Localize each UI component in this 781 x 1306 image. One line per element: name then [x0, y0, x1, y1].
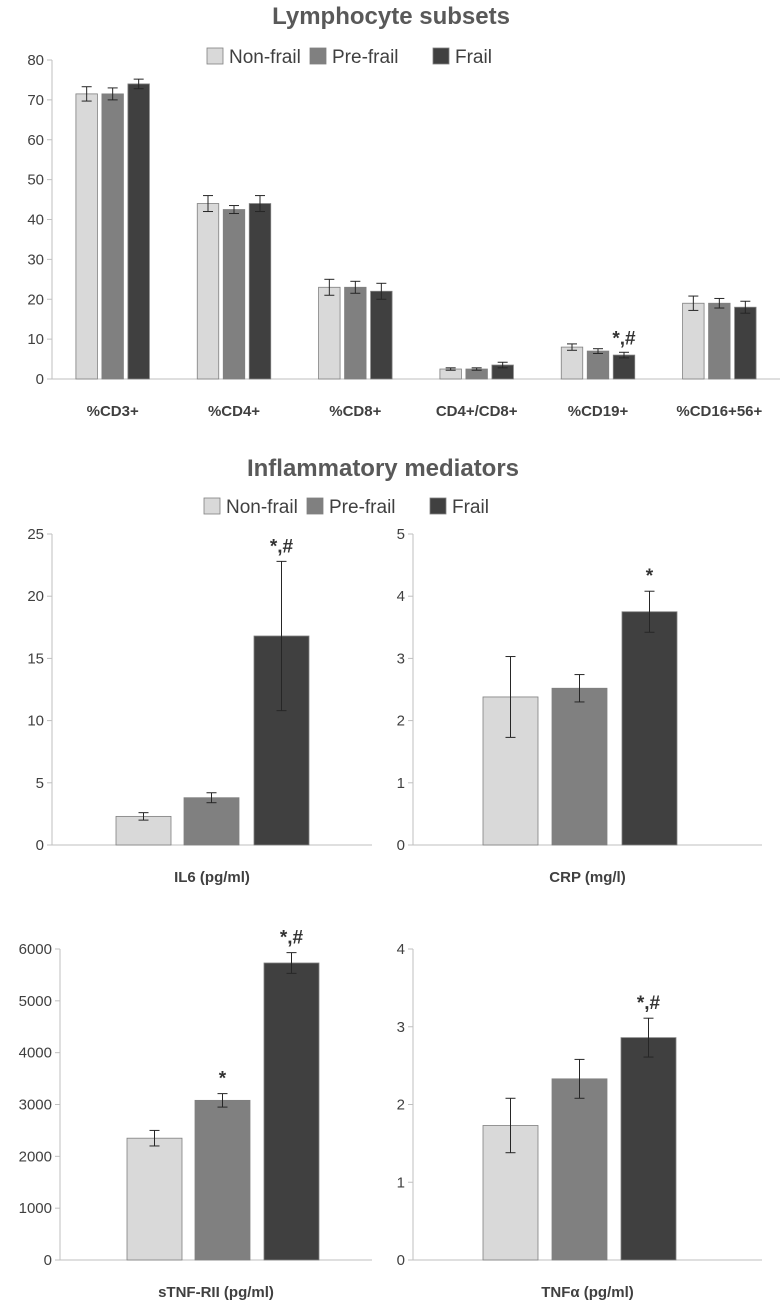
legend-label-non-frail: Non-frail [229, 47, 301, 68]
y-tick-label: 5 [397, 526, 405, 543]
y-tick-label: 1 [397, 1174, 405, 1191]
y-tick-label: 4 [397, 941, 405, 958]
y-tick-label: 0 [44, 1252, 52, 1269]
x-axis-label: CRP (mg/l) [549, 869, 625, 886]
y-tick-label: 6000 [19, 941, 52, 958]
y-tick-label: 80 [27, 52, 44, 69]
significance-marker: *,# [270, 536, 294, 557]
x-axis-label: TNFα (pg/ml) [541, 1284, 634, 1301]
bar-pre-frail [551, 687, 608, 846]
legend-swatch-pre-frail [306, 497, 324, 515]
y-tick-label: 0 [397, 837, 405, 854]
tnfa-chart: 0 1 2 3 4 *,# TNFα (pg/ml) [397, 941, 762, 1301]
legend-label-pre-frail: Pre-frail [329, 497, 396, 518]
y-tick-label: 50 [27, 172, 44, 189]
bar-cd16-56-frail [734, 306, 757, 380]
bottom-panel-title: Inflammatory mediators [247, 455, 519, 482]
top-panel-title: Lymphocyte subsets [272, 3, 510, 30]
y-tick-label: 5 [36, 775, 44, 792]
x-category-label: %CD4+ [208, 403, 260, 420]
y-tick-label: 4 [397, 588, 405, 605]
legend-swatch-frail [429, 497, 447, 515]
y-tick-label: 0 [36, 837, 44, 854]
y-tick-label: 2 [397, 1097, 405, 1114]
legend-swatch-pre-frail [309, 47, 327, 65]
bar-pre-frail [183, 797, 240, 846]
legend-bottom: Non-frail Pre-frail Frail [203, 497, 489, 518]
legend-label-non-frail: Non-frail [226, 497, 298, 518]
bar-cd16-56-pre-frail [708, 302, 731, 380]
y-tick-label: 0 [397, 1252, 405, 1269]
y-tick-label: 60 [27, 132, 44, 149]
stnf-rii-chart: 0 1000 2000 3000 4000 5000 6000 * *,# sTNF-RII (p… [19, 928, 372, 1301]
bar-cd8-frail [370, 290, 393, 380]
bar-cd19-non-frail [560, 346, 584, 380]
bar-cd3-frail [127, 83, 150, 380]
bar-cd19-pre-frail [586, 350, 610, 380]
bar-pre-frail [551, 1078, 608, 1261]
y-tick-label: 3 [397, 650, 405, 667]
x-category-label: %CD19+ [568, 403, 629, 420]
y-tick-label: 10 [27, 331, 44, 348]
y-tick-label: 3 [397, 1019, 405, 1036]
bar-pre-frail [194, 1099, 251, 1261]
crp-chart: 0 1 2 3 4 5 * CRP (mg/l) [397, 526, 762, 886]
bar-cd19-frail [612, 354, 636, 380]
y-tick-label: 20 [27, 588, 44, 605]
y-tick-label: 0 [36, 371, 44, 388]
y-tick-label: 1000 [19, 1200, 52, 1217]
y-tick-label: 4000 [19, 1045, 52, 1062]
bar-cd4-non-frail [196, 203, 220, 380]
significance-marker: * [219, 1069, 227, 1090]
lymphocyte-subsets-chart: 0 10 20 30 40 50 60 70 80 %CD3+ %CD4+ %CD8+ CD4+/CD8… [27, 52, 780, 420]
significance-marker: *,# [612, 328, 636, 349]
bar-cd8-pre-frail [344, 286, 367, 380]
y-tick-label: 2000 [19, 1148, 52, 1165]
bar-frail [620, 1037, 677, 1261]
bar-cd4-frail [248, 203, 272, 380]
y-tick-label: 3000 [19, 1097, 52, 1114]
legend-top: Non-frail Pre-frail Frail [206, 47, 492, 68]
significance-marker: *,# [280, 928, 304, 949]
x-category-label: %CD3+ [87, 403, 139, 420]
bar-cd4-pre-frail [222, 209, 246, 380]
legend-label-pre-frail: Pre-frail [332, 47, 399, 68]
significance-marker: *,# [637, 993, 661, 1014]
x-category-label: CD4+/CD8+ [436, 403, 518, 420]
bar-cd8-non-frail [318, 286, 341, 380]
y-tick-label: 15 [27, 650, 44, 667]
y-tick-label: 30 [27, 251, 44, 268]
bar-frail [263, 962, 320, 1261]
x-category-label: %CD16+56+ [676, 403, 762, 420]
y-tick-label: 25 [27, 526, 44, 543]
legend-swatch-non-frail [203, 497, 221, 515]
y-tick-label: 2 [397, 713, 405, 730]
x-axis-label: sTNF-RII (pg/ml) [158, 1284, 274, 1301]
y-tick-label: 40 [27, 212, 44, 229]
y-tick-label: 10 [27, 713, 44, 730]
y-tick-label: 70 [27, 92, 44, 109]
legend-label-frail: Frail [452, 497, 489, 518]
y-tick-label: 1 [397, 775, 405, 792]
bar-cd16-56-non-frail [682, 302, 705, 380]
legend-label-frail: Frail [455, 47, 492, 68]
il6-chart: 0 5 10 15 20 25 *,# IL6 (pg/ml) [27, 526, 372, 886]
y-tick-label: 5000 [19, 993, 52, 1010]
bar-cd3-pre-frail [101, 93, 124, 380]
bar-non-frail [115, 815, 172, 846]
bar-frail [621, 611, 678, 846]
legend-swatch-frail [432, 47, 450, 65]
significance-marker: * [646, 566, 654, 587]
bar-cd3-non-frail [75, 93, 98, 380]
y-tick-label: 20 [27, 291, 44, 308]
x-axis-label: IL6 (pg/ml) [174, 869, 250, 886]
bar-non-frail [126, 1137, 183, 1261]
x-category-label: %CD8+ [329, 403, 381, 420]
legend-swatch-non-frail [206, 47, 224, 65]
